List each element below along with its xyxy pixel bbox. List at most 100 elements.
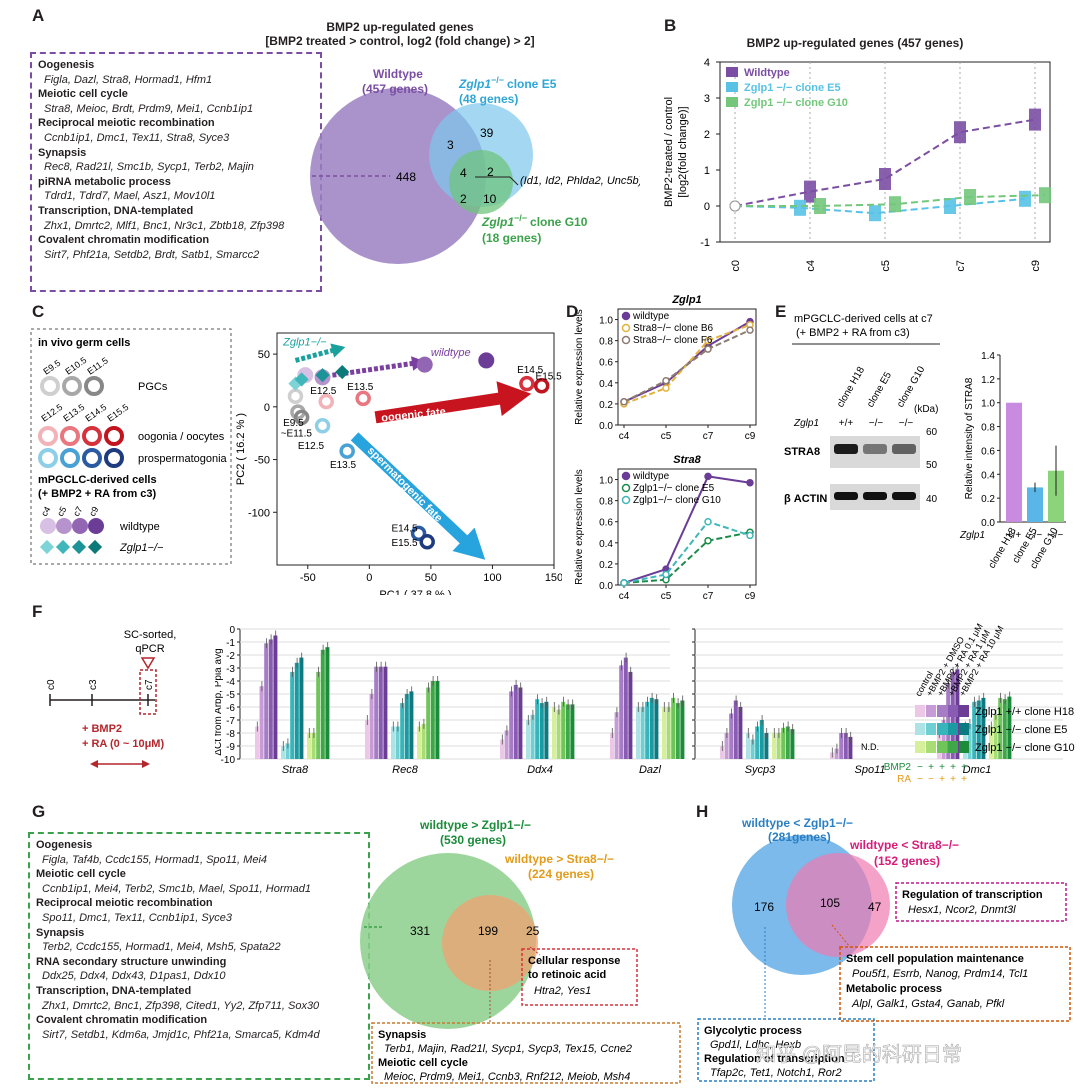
go-a-genes-2: Ccnb1ip1, Dmc1, Tex11, Stra8, Syce3 — [44, 131, 230, 144]
b-ylabel1: BMP2-treated / control — [663, 97, 675, 207]
c-point-ko-3 — [335, 364, 350, 380]
c-wt-marker-1 — [56, 518, 72, 534]
f-legend-swatch-2-4 — [959, 741, 969, 753]
c-oo-stage-1: E13.5 — [61, 402, 86, 424]
e-genotype-0: +/+ — [839, 418, 854, 429]
b-xtick-label: c0 — [730, 260, 742, 272]
c-label-pro-e145: E14.5 — [391, 523, 418, 534]
h-reg-title: Regulation of transcription — [902, 889, 1043, 901]
venn-a-g10-only: 10 — [483, 192, 497, 206]
f-bmp2-sign-1: + — [928, 762, 934, 773]
d-bottom-title: Stra8 — [673, 454, 701, 466]
f-bar-space — [1003, 629, 1007, 699]
g-venn-mid: 199 — [478, 924, 498, 938]
f-legend-swatch-0-4 — [959, 705, 969, 717]
f-bar-4-2-1 — [776, 733, 781, 759]
f-bar-space — [680, 629, 684, 701]
c-point-oo-0 — [318, 393, 334, 410]
d-top-point-2-1 — [662, 376, 670, 385]
f-bar-5-0-1 — [834, 748, 839, 759]
f-bar-2-1-1 — [530, 714, 535, 759]
d-top-xtick-label: c7 — [703, 431, 714, 442]
f-bar-4-2-3 — [785, 726, 790, 759]
d-top-line-2 — [623, 329, 751, 403]
f-bar-space — [295, 629, 299, 663]
f-bar-0-0-0 — [255, 726, 259, 759]
f-bar-5-0-4 — [848, 736, 853, 759]
f-bar-1-2-4 — [435, 681, 440, 759]
f-legend-swatch-0-0 — [915, 705, 925, 717]
h-venn-right-label: wildtype < Stra8−/− — [849, 838, 959, 852]
f-bar-4-1-2 — [755, 726, 760, 759]
f-bar-space — [848, 629, 852, 737]
panel-a-venn: 448 3 39 4 2 2 10 (Id1, Id2, Phlda2, Unc… — [310, 67, 640, 264]
f-bar-1-0-1 — [369, 694, 374, 759]
f-bar-4-2-4 — [790, 729, 795, 759]
go-g-genes-5: Zhx1, Dmrtc2, Bnc1, Zfp398, Cited1, Yy2,… — [42, 999, 320, 1012]
f-bar-space — [650, 629, 654, 698]
c-oo-marker-3 — [104, 426, 124, 446]
c-point-oo-3 — [533, 377, 550, 394]
f-bar-3-1-3 — [649, 697, 654, 759]
f-bar-6-2-2 — [998, 697, 1003, 759]
b-box-1-4 — [1019, 190, 1031, 207]
b-xtick-label: c9 — [1030, 260, 1042, 272]
c-arrow-ko-label: Zglp1−/− — [282, 337, 327, 349]
f-bar-6-2-0 — [989, 726, 993, 759]
f-bar-4-0-2 — [729, 713, 734, 759]
h-gly-genes1: Gpd1l, Ldhc, Hexb — [710, 1039, 801, 1051]
g-venn-right: 25 — [526, 924, 540, 938]
panel-label-a: A — [32, 6, 45, 25]
f-bar-space — [544, 629, 548, 702]
e-mw-2: 40 — [926, 494, 938, 505]
go-a-genes-4: Tdrd1, Tdrd7, Mael, Asz1, Mov10l1 — [44, 190, 216, 203]
f-bar-space — [509, 629, 513, 691]
g-syn-genes2: Meioc, Prdm9, Mei1, Ccnb3, Rnf212, Meiob… — [384, 1071, 630, 1083]
c-legend-title3: (+ BMP2 + RA from c3) — [38, 488, 157, 500]
f-bar-6-2-3 — [1002, 699, 1007, 759]
f-bar-space — [260, 629, 264, 686]
f-bar-1-1-3 — [404, 694, 409, 759]
panel-a-title: BMP2 up-regulated genes [BMP2 treated > … — [265, 20, 534, 48]
b-box-1-3 — [944, 198, 956, 214]
d-bottom-frame — [617, 468, 757, 586]
f-bar-space — [676, 629, 680, 703]
venn-a-all: 4 — [460, 166, 467, 180]
d-bottom-ytick-label: 1.0 — [599, 476, 613, 487]
f-legend-label-1: Zglp1 −/− clone E5 — [975, 724, 1067, 736]
h-reg-genes: Hesx1, Ncor2, Dnmt3l — [908, 904, 1016, 916]
f-bar-space — [374, 629, 378, 667]
c-oo-marker-0 — [38, 426, 58, 446]
go-g-genes-4: Ddx25, Ddx4, Ddx43, D1pas1, Ddx10 — [42, 970, 226, 983]
f-bar-space — [628, 629, 632, 672]
go-g-category-5: Transcription, DNA-templated — [36, 984, 192, 997]
c-legend-title2: mPGCLC-derived cells — [38, 474, 157, 486]
f-bar-4-0-4 — [738, 707, 743, 759]
d-bottom-xtick-label: c9 — [745, 591, 756, 602]
go-g-category-4: RNA secondary structure unwinding — [36, 955, 227, 968]
e-kda: (kDa) — [914, 404, 938, 415]
venn-a-wt-only: 448 — [396, 170, 416, 184]
d-bottom-ytick-label: 0.6 — [599, 518, 613, 529]
b-xtick-label: c4 — [805, 260, 817, 272]
venn-a-e5-only: 39 — [480, 126, 494, 140]
d-bottom-legend-marker-0 — [621, 471, 631, 481]
e-band-label1: STRA8 — [784, 446, 820, 458]
f-bar-space — [365, 629, 369, 720]
e-ytick-label: 1.0 — [981, 399, 995, 410]
e-ylabel: Relative intensity of STRA8 — [964, 377, 975, 499]
g-venn-s8-circle — [442, 895, 538, 991]
f-bar-2-0-1 — [504, 730, 509, 759]
f-bar-0-0-2 — [264, 643, 269, 759]
f-bar-space — [281, 629, 285, 746]
b-xtick-label: c5 — [880, 260, 892, 272]
e-bar-genotype-title: Zglp1 — [959, 530, 985, 541]
b-box-0-4 — [1029, 108, 1041, 131]
c-point-pro-3 — [419, 534, 435, 550]
c-arrow-ko-head — [330, 343, 346, 358]
b-box-0-3 — [954, 121, 966, 144]
f-ytick-label: -3 — [226, 664, 235, 675]
d-bottom-point-1-2 — [704, 536, 712, 545]
f-gene-label-5: Spo11 — [855, 764, 886, 776]
f-bar-space — [514, 629, 518, 685]
